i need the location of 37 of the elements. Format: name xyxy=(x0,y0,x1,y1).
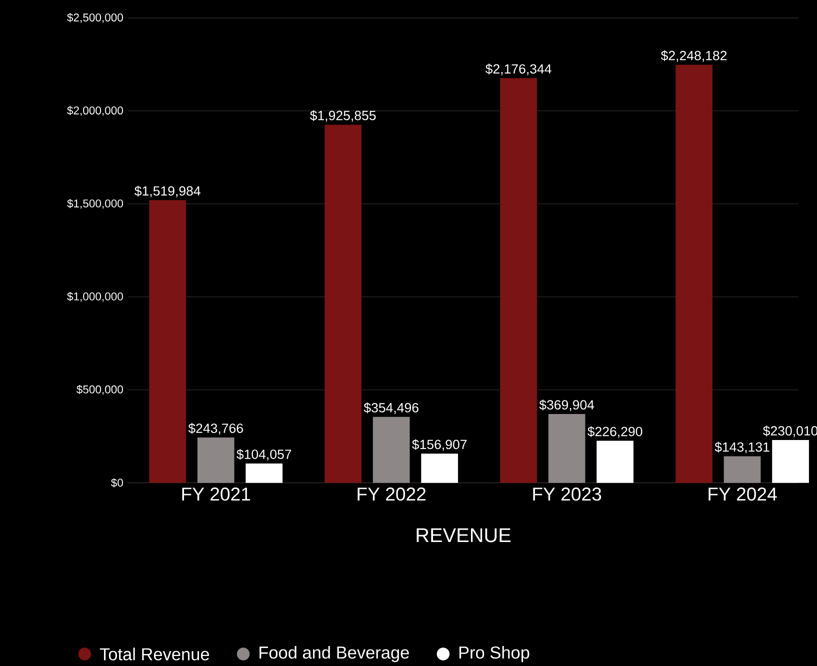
data-label: $243,766 xyxy=(188,423,243,435)
legend-label: Pro Shop xyxy=(459,646,530,662)
bar xyxy=(596,440,634,483)
bar xyxy=(372,416,410,483)
data-label: $354,496 xyxy=(364,402,418,414)
bar xyxy=(548,414,586,483)
bar xyxy=(724,456,761,483)
x-tick-label: FY 2022 xyxy=(358,487,426,501)
bar xyxy=(246,463,283,483)
data-label: $226,290 xyxy=(588,426,642,438)
bar xyxy=(772,440,809,483)
y-tick-label: $500,000 xyxy=(76,384,123,395)
data-label: $2,176,344 xyxy=(485,64,552,76)
y-tick-label: $2,000,000 xyxy=(67,106,123,116)
data-label: $2,248,182 xyxy=(660,50,727,62)
bar xyxy=(149,200,186,483)
bar xyxy=(676,64,712,483)
data-label: $1,519,984 xyxy=(134,186,200,198)
y-tick-label: $2,500,000 xyxy=(67,13,123,23)
bar xyxy=(324,124,362,483)
legend-label: Food and Beverage xyxy=(260,646,409,662)
bar xyxy=(197,437,234,483)
y-tick-label: $1,500,000 xyxy=(67,198,123,209)
data-label: $104,057 xyxy=(236,449,292,461)
legend-label: Total Revenue xyxy=(100,648,210,660)
bar xyxy=(421,454,458,483)
x-tick-label: FY 2024 xyxy=(708,487,777,501)
x-tick-label: FY 2023 xyxy=(533,487,602,501)
y-tick-label: $1,000,000 xyxy=(67,292,123,302)
x-tick-label: FY 2021 xyxy=(182,487,250,501)
y-tick-label: $0 xyxy=(111,478,123,488)
data-label: $369,904 xyxy=(539,400,594,412)
bar xyxy=(500,78,537,483)
data-label: $143,131 xyxy=(714,442,770,454)
x-axis-title: REVENUE xyxy=(416,528,511,542)
data-label: $156,907 xyxy=(412,439,467,451)
data-label: $1,925,855 xyxy=(310,110,376,122)
